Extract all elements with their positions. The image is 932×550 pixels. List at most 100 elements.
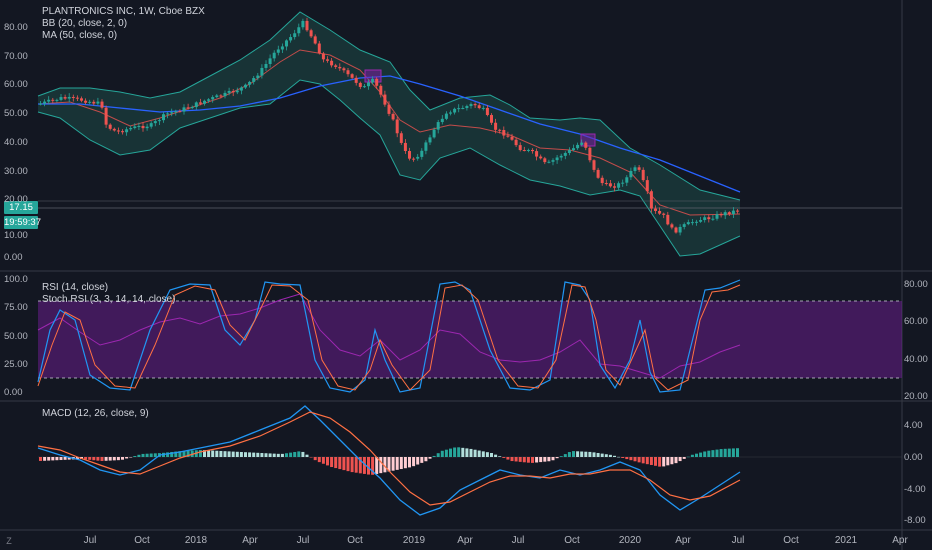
macd-bar bbox=[383, 457, 387, 473]
macd-bar bbox=[145, 453, 149, 457]
candle bbox=[211, 97, 215, 100]
candle bbox=[522, 150, 526, 152]
candle bbox=[641, 169, 645, 181]
candle bbox=[444, 113, 448, 119]
macd-bar bbox=[227, 451, 231, 457]
macd-bar bbox=[588, 451, 592, 457]
macd-bar bbox=[293, 452, 297, 457]
candle bbox=[252, 78, 256, 82]
candle bbox=[658, 210, 662, 214]
candle bbox=[383, 94, 387, 105]
macd-bar bbox=[436, 453, 440, 457]
candle bbox=[699, 220, 703, 222]
macd-bar bbox=[47, 457, 51, 461]
candle bbox=[84, 100, 88, 103]
candle bbox=[731, 210, 735, 215]
candle bbox=[481, 107, 485, 109]
timezone-button[interactable]: Z bbox=[6, 536, 12, 546]
candle bbox=[268, 58, 272, 64]
macd-bar bbox=[141, 453, 145, 457]
macd-bar bbox=[617, 456, 621, 458]
macd-bar bbox=[432, 455, 436, 457]
candle bbox=[645, 180, 649, 192]
candle bbox=[297, 27, 301, 34]
bollinger-upper bbox=[37, 11, 741, 201]
candle bbox=[43, 101, 47, 104]
price-tick: 80.00 bbox=[4, 22, 28, 33]
macd-bar bbox=[707, 450, 711, 457]
time-tick: Oct bbox=[783, 535, 799, 546]
macd-bar bbox=[666, 457, 670, 466]
macd-bar bbox=[481, 451, 485, 457]
macd-bar bbox=[198, 450, 202, 457]
macd-bar bbox=[690, 454, 694, 457]
candle bbox=[539, 156, 543, 159]
macd-bar bbox=[244, 452, 247, 457]
macd-bar bbox=[92, 457, 96, 461]
candle bbox=[498, 129, 502, 131]
rsi-tick: 75.00 bbox=[4, 302, 28, 313]
stoch-rsi-indicator-label[interactable]: Stoch RSI (3, 3, 14, 14, close) bbox=[42, 294, 176, 305]
macd-bar bbox=[563, 454, 567, 457]
macd-bar bbox=[182, 450, 186, 457]
macd-bar bbox=[268, 453, 272, 457]
candle bbox=[715, 214, 719, 219]
candle bbox=[518, 145, 522, 151]
macd-bar bbox=[526, 457, 530, 463]
macd-bar bbox=[129, 457, 133, 458]
macd-bar bbox=[723, 448, 727, 457]
macd-bar bbox=[39, 457, 42, 461]
rsi-indicator-label[interactable]: RSI (14, close) bbox=[42, 282, 109, 293]
macd-bar bbox=[305, 454, 309, 457]
macd-bar bbox=[96, 457, 100, 461]
macd-bar bbox=[428, 457, 432, 459]
macd-line bbox=[37, 405, 741, 516]
candle bbox=[153, 121, 157, 124]
ma-indicator-label[interactable]: MA (50, close, 0) bbox=[42, 30, 118, 41]
macd-bar bbox=[572, 451, 575, 457]
candle bbox=[280, 46, 284, 50]
macd-bar bbox=[276, 453, 280, 457]
macd-bar bbox=[108, 457, 112, 461]
candle bbox=[621, 182, 625, 184]
macd-indicator-label[interactable]: MACD (12, 26, close, 9) bbox=[42, 408, 149, 419]
macd-bar bbox=[686, 456, 690, 458]
macd-bar bbox=[477, 450, 481, 457]
macd-bar bbox=[362, 457, 366, 474]
candle bbox=[588, 147, 592, 161]
macd-bar bbox=[490, 453, 493, 457]
macd-bar bbox=[88, 457, 92, 460]
last-price-tag: 17.15 bbox=[4, 201, 38, 214]
candle bbox=[51, 99, 55, 101]
candle bbox=[637, 167, 641, 170]
time-tick: Jul bbox=[83, 535, 97, 546]
candle bbox=[395, 119, 399, 134]
macd-bar bbox=[469, 448, 473, 457]
price-tick: 30.00 bbox=[4, 166, 28, 177]
candle bbox=[108, 124, 112, 129]
candle bbox=[248, 81, 252, 85]
candle bbox=[129, 128, 133, 130]
candle bbox=[686, 222, 690, 225]
symbol-title[interactable]: PLANTRONICS INC, 1W, Cboe BZX bbox=[42, 6, 205, 17]
candle bbox=[391, 113, 395, 120]
candle bbox=[436, 122, 440, 130]
bb-indicator-label[interactable]: BB (20, close, 2, 0) bbox=[42, 18, 128, 29]
candle bbox=[162, 114, 165, 121]
candle bbox=[170, 112, 174, 114]
candle bbox=[137, 125, 141, 127]
candle bbox=[707, 217, 711, 220]
macd-bar bbox=[211, 450, 215, 457]
time-tick: Apr bbox=[892, 535, 908, 546]
macd-bar bbox=[543, 457, 547, 462]
candle bbox=[727, 212, 731, 215]
candle bbox=[145, 126, 149, 129]
candle bbox=[88, 101, 92, 103]
time-tick: 2021 bbox=[834, 535, 858, 546]
macd-bar bbox=[604, 454, 608, 457]
time-tick: 2018 bbox=[184, 535, 208, 546]
macd-bar bbox=[510, 457, 514, 462]
candle bbox=[235, 90, 239, 93]
candle bbox=[510, 136, 514, 140]
